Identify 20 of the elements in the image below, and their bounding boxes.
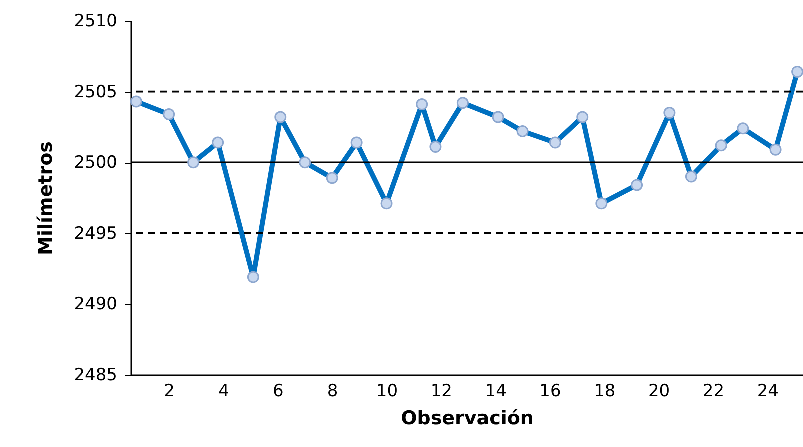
y-tick-label: 2490 — [74, 294, 118, 315]
x-tick-label: 22 — [702, 382, 725, 402]
x-tick-label: 12 — [430, 382, 452, 402]
x-tick-label: 14 — [485, 382, 507, 402]
y-tick-label: 2495 — [74, 224, 118, 244]
x-tick-label: 6 — [273, 382, 284, 402]
y-axis-title: Milímetros — [35, 142, 58, 256]
x-tick-label: 2 — [164, 382, 176, 402]
x-axis-title: Observación — [401, 408, 534, 430]
x-tick-label: 20 — [648, 382, 670, 402]
x-tick-label: 4 — [218, 382, 230, 402]
x-tick-label: 16 — [540, 382, 562, 402]
y-tick-label: 2510 — [74, 12, 118, 32]
y-tick-label: 2485 — [74, 366, 118, 386]
y-tick-label: 2505 — [74, 82, 118, 102]
x-tick-label: 8 — [327, 382, 338, 402]
x-tick-label: 10 — [376, 382, 398, 402]
x-tick-label: 24 — [757, 382, 779, 402]
y-tick-label: 2500 — [74, 153, 118, 174]
x-tick-label: 18 — [594, 382, 616, 402]
